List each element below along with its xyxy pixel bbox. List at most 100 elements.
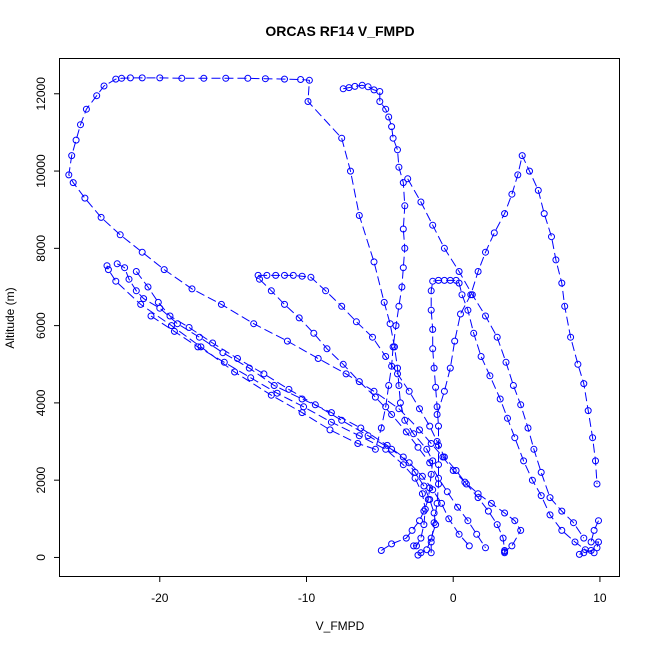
data-point <box>427 534 435 542</box>
data-point <box>435 422 442 430</box>
series-line <box>436 154 598 485</box>
data-point <box>587 538 595 546</box>
data-point <box>482 312 489 320</box>
data-point <box>528 476 536 484</box>
data-point <box>388 540 396 548</box>
x-axis: -20 -10 0 10 <box>151 576 607 605</box>
data-point <box>355 378 363 386</box>
data-point <box>486 372 494 380</box>
data-point <box>144 283 152 291</box>
data-point <box>382 403 390 411</box>
data-point <box>371 445 379 453</box>
series-line <box>135 271 470 547</box>
series-line <box>116 263 437 556</box>
data-point <box>402 428 410 436</box>
data-point <box>511 434 519 442</box>
x-tick-label: 10 <box>593 591 607 605</box>
data-point <box>429 345 437 353</box>
y-tick-label: 4000 <box>34 389 48 416</box>
data-point <box>443 488 451 496</box>
data-point <box>173 320 181 328</box>
data-point <box>571 538 579 546</box>
data-point <box>417 198 425 206</box>
data-point <box>377 547 385 554</box>
data-point <box>411 474 419 482</box>
data-point <box>420 482 428 490</box>
data-point <box>93 92 101 100</box>
data-point <box>234 355 241 362</box>
data-point <box>410 430 418 438</box>
data-point <box>540 210 548 218</box>
data-point <box>376 88 384 95</box>
data-point <box>433 499 441 507</box>
data-point <box>482 248 489 256</box>
data-point <box>388 123 396 131</box>
data-point <box>254 271 262 279</box>
data-point <box>418 490 426 498</box>
data-point <box>416 517 423 525</box>
data-point <box>370 258 378 266</box>
data-point <box>575 550 583 558</box>
data-point <box>432 521 440 529</box>
data-point <box>185 324 193 331</box>
data-point <box>281 75 288 83</box>
data-point <box>351 82 359 90</box>
data-point <box>508 542 516 550</box>
data-point <box>260 370 268 378</box>
data-point <box>423 445 431 453</box>
data-point <box>401 244 409 252</box>
data-point <box>104 266 112 274</box>
y-tick-label: 6000 <box>34 312 48 339</box>
data-point <box>377 424 385 432</box>
data-point <box>570 519 577 527</box>
data-point <box>310 329 318 337</box>
x-tick-label: -20 <box>151 591 169 605</box>
data-point <box>283 337 291 345</box>
data-point <box>530 445 538 453</box>
x-axis-label: V_FMPD <box>316 619 365 633</box>
data-point <box>220 358 228 366</box>
data-point <box>493 333 501 341</box>
data-point <box>402 534 410 542</box>
data-point <box>395 163 403 171</box>
data-point <box>580 534 588 542</box>
data-point <box>338 302 346 310</box>
data-point <box>195 333 203 341</box>
data-point <box>404 175 412 183</box>
data-point <box>298 272 306 280</box>
data-point <box>427 287 435 295</box>
data-point <box>140 295 148 303</box>
data-point <box>170 327 178 335</box>
data-point <box>399 225 407 233</box>
data-point <box>430 364 438 372</box>
data-point <box>385 113 393 121</box>
data-point <box>297 76 305 83</box>
data-point <box>501 549 509 557</box>
data-point <box>138 74 146 82</box>
data-point <box>138 248 146 256</box>
series-5 <box>147 312 429 550</box>
y-tick-label: 8000 <box>34 235 48 262</box>
data-point <box>388 362 396 370</box>
series-1 <box>65 74 525 556</box>
data-point <box>395 405 403 413</box>
data-point <box>347 167 354 175</box>
data-point <box>445 515 453 523</box>
data-point <box>520 457 528 465</box>
data-point <box>394 146 401 154</box>
data-point <box>116 231 124 239</box>
data-point <box>429 221 437 229</box>
data-point <box>484 507 492 515</box>
data-point <box>593 544 601 552</box>
series-line <box>68 77 522 553</box>
data-point <box>534 186 542 194</box>
data-point <box>72 136 80 144</box>
data-point <box>477 353 485 360</box>
data-point <box>327 418 335 426</box>
data-point <box>231 368 239 376</box>
data-point <box>455 279 463 287</box>
data-point <box>438 499 445 507</box>
data-point <box>427 538 435 546</box>
data-point <box>517 526 525 534</box>
